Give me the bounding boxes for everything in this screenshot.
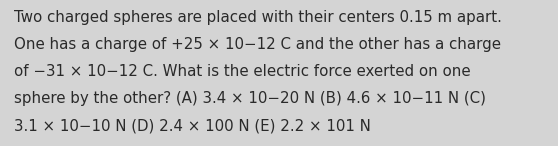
- Text: One has a charge of +25 × 10−12 C and the other has a charge: One has a charge of +25 × 10−12 C and th…: [14, 37, 501, 52]
- Text: 3.1 × 10−10 N (D) 2.4 × 100 N (E) 2.2 × 101 N: 3.1 × 10−10 N (D) 2.4 × 100 N (E) 2.2 × …: [14, 118, 371, 133]
- Text: sphere by the other? (A) 3.4 × 10−20 N (B) 4.6 × 10−11 N (C): sphere by the other? (A) 3.4 × 10−20 N (…: [14, 91, 486, 106]
- Text: Two charged spheres are placed with their centers 0.15 m apart.: Two charged spheres are placed with thei…: [14, 10, 502, 25]
- Text: of −31 × 10−12 C. What is the electric force exerted on one: of −31 × 10−12 C. What is the electric f…: [14, 64, 470, 79]
